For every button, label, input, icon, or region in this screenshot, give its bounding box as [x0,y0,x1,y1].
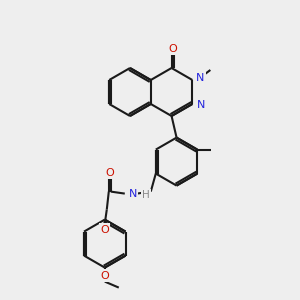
Text: O: O [100,225,109,235]
Text: N: N [196,73,205,83]
Text: O: O [105,168,114,178]
Text: O: O [168,44,177,54]
Text: H: H [142,190,149,200]
Text: O: O [100,271,109,281]
Text: N: N [129,189,137,199]
Text: N: N [197,100,206,110]
